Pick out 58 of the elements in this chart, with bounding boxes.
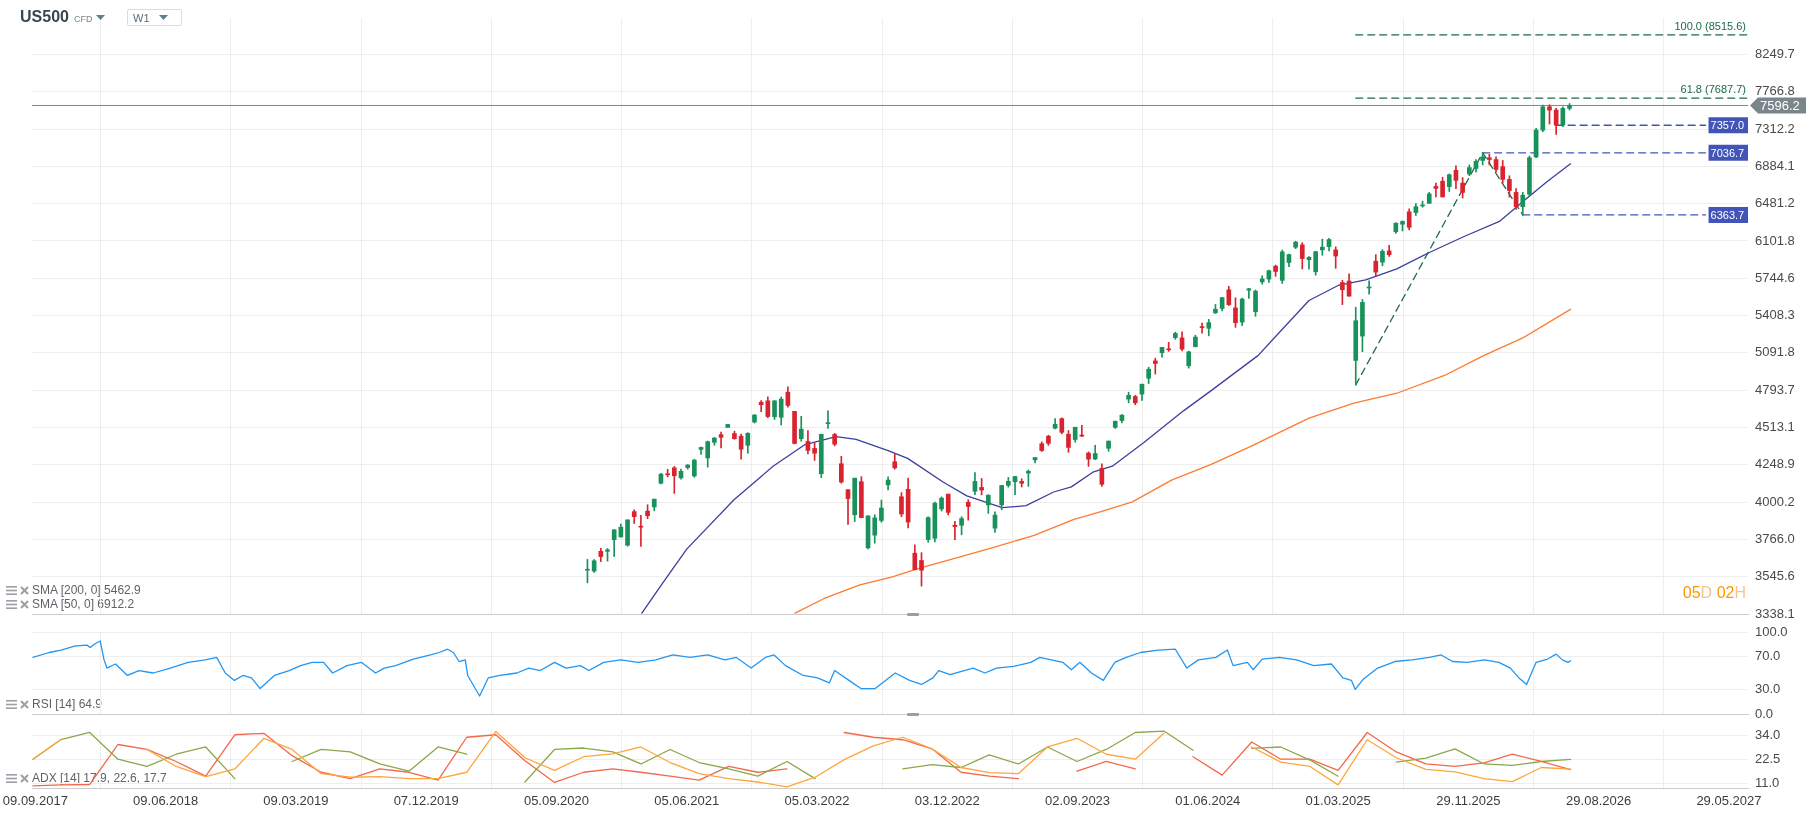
x-tick-label: 05.03.2022	[784, 793, 850, 809]
candlestick	[965, 499, 971, 521]
y-tick-label: 30.0	[1755, 680, 1781, 696]
annotation: 05D 02H	[1682, 584, 1746, 601]
ref-line-label: 7596.2	[1760, 98, 1800, 114]
y-tick-label: 70.0	[1755, 648, 1781, 664]
x-tick-label: 29.11.2025	[1436, 793, 1501, 809]
series-label: 100.0 (8515.6)	[1674, 19, 1746, 32]
x-tick-label: 05.06.2021	[654, 793, 720, 809]
y-tick-label: 7312.2	[1755, 120, 1795, 136]
chart-subtitle: CFD	[73, 13, 93, 24]
x-tick-label: 09.03.2019	[263, 793, 329, 809]
y-tick-label: 6481.2	[1755, 195, 1795, 211]
candlestick	[825, 410, 831, 429]
series-label: 6363.7	[1710, 208, 1745, 221]
y-tick-label: 100.0	[1755, 623, 1788, 639]
candlestick	[1433, 182, 1439, 198]
series-label: 7357.0	[1710, 119, 1745, 132]
y-tick-label: 6101.8	[1755, 232, 1795, 248]
y-tick-label: 5091.8	[1755, 344, 1795, 360]
y-tick-label: 4793.7	[1755, 381, 1795, 397]
x-tick-label: 29.05.2027	[1696, 793, 1762, 809]
candlestick	[1199, 322, 1205, 334]
x-tick-label: 05.09.2020	[523, 793, 589, 809]
y-tick-label: 0.0	[1755, 705, 1774, 721]
y-tick-label: 7766.8	[1755, 83, 1795, 99]
y-tick-label: 3338.1	[1755, 605, 1795, 621]
y-tick-label: 5408.3	[1755, 307, 1795, 323]
candlestick	[1079, 425, 1085, 437]
y-tick-label: 22.5	[1755, 751, 1781, 767]
y-tick-label: 3545.6	[1755, 568, 1795, 584]
series-label: 7036.7	[1710, 146, 1745, 159]
candlestick	[1166, 342, 1172, 352]
y-tick-label: 3766.0	[1755, 530, 1795, 546]
y-tick-label: 5744.6	[1755, 269, 1795, 285]
x-tick-label: 29.08.2026	[1566, 793, 1632, 809]
y-tick-label: 34.0	[1755, 727, 1781, 743]
dropdown: W1	[127, 9, 182, 26]
candlestick	[638, 515, 644, 547]
chart-title: US500	[20, 8, 69, 26]
candlestick	[1152, 357, 1158, 375]
x-tick-label: 01.06.2024	[1175, 793, 1241, 809]
x-tick-label: 01.03.2025	[1305, 793, 1371, 809]
y-tick-label: 8249.7	[1755, 45, 1795, 61]
y-tick-label: 11.0	[1755, 775, 1780, 791]
x-tick-label: 07.12.2019	[393, 793, 459, 809]
annotation: SMA [50, 0] 6912.2	[32, 597, 135, 611]
annotation: W1	[133, 11, 150, 24]
y-tick-label: 4000.2	[1755, 493, 1795, 509]
x-tick-label: 02.09.2023	[1045, 793, 1111, 809]
annotation: SMA [200, 0] 5462.9	[32, 583, 141, 597]
series-label: 61.8 (7687.7)	[1680, 83, 1746, 96]
x-tick-label: 03.12.2022	[914, 793, 980, 809]
x-tick-label: 09.09.2017	[2, 793, 68, 809]
x-tick-label: 09.06.2018	[133, 793, 199, 809]
y-tick-label: 6884.1	[1755, 157, 1795, 173]
y-tick-label: 4513.1	[1755, 419, 1795, 435]
y-tick-label: 4248.9	[1755, 456, 1795, 472]
